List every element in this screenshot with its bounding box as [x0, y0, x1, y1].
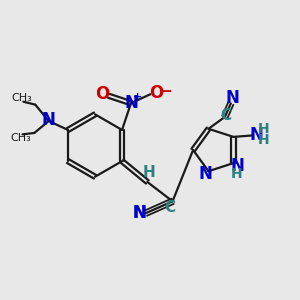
Text: N: N [225, 89, 239, 107]
Text: C: C [220, 108, 231, 123]
Text: N: N [250, 125, 263, 143]
Text: O: O [149, 84, 163, 102]
Text: N: N [199, 165, 212, 183]
Text: −: − [159, 84, 172, 99]
Text: CH₃: CH₃ [11, 133, 32, 143]
Text: N: N [132, 204, 146, 222]
Text: +: + [133, 92, 142, 102]
Text: N: N [124, 94, 138, 112]
Text: H: H [231, 167, 243, 181]
Text: H: H [142, 165, 155, 180]
Text: N: N [230, 157, 244, 175]
Text: O: O [95, 85, 109, 103]
Text: N: N [132, 204, 146, 222]
Text: N: N [42, 110, 56, 128]
Text: CH₃: CH₃ [11, 93, 32, 103]
Text: H: H [258, 122, 270, 136]
Text: C: C [164, 200, 175, 215]
Text: H: H [258, 133, 270, 147]
